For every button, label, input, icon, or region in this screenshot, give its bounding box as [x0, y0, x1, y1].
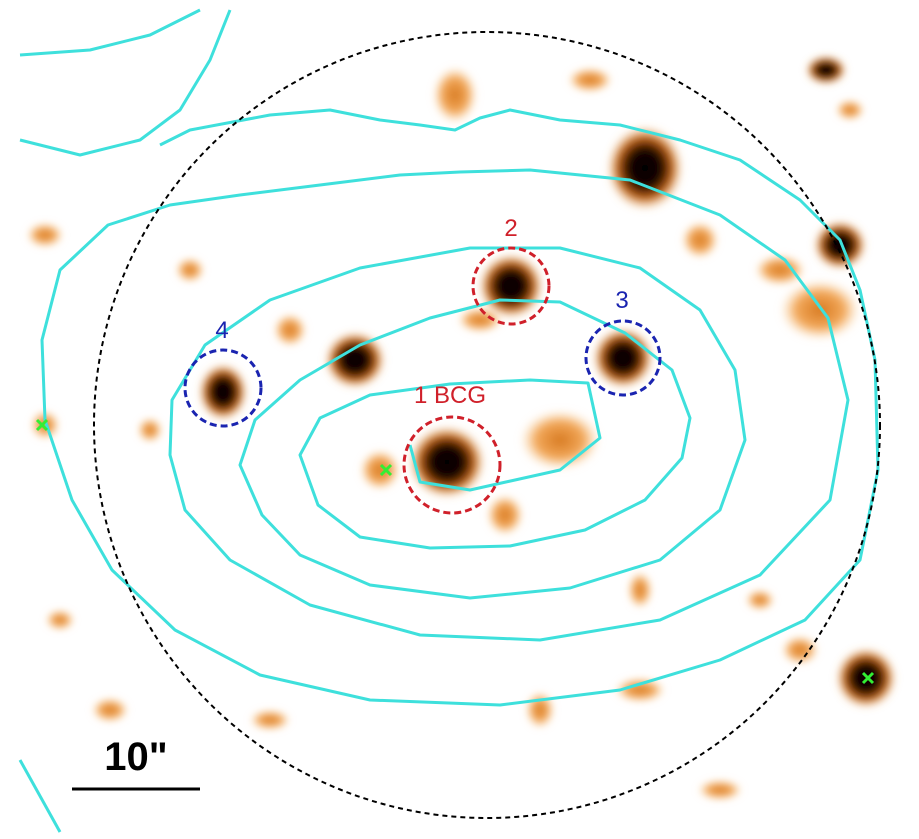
- sky-image: 1 BCG 2 3 4 10": [0, 0, 919, 839]
- label: 2: [504, 215, 517, 242]
- background: [0, 0, 919, 839]
- label: 1 BCG: [414, 382, 486, 409]
- label: 3: [615, 287, 628, 314]
- label: 4: [215, 317, 228, 344]
- scale-label: 10": [104, 735, 167, 779]
